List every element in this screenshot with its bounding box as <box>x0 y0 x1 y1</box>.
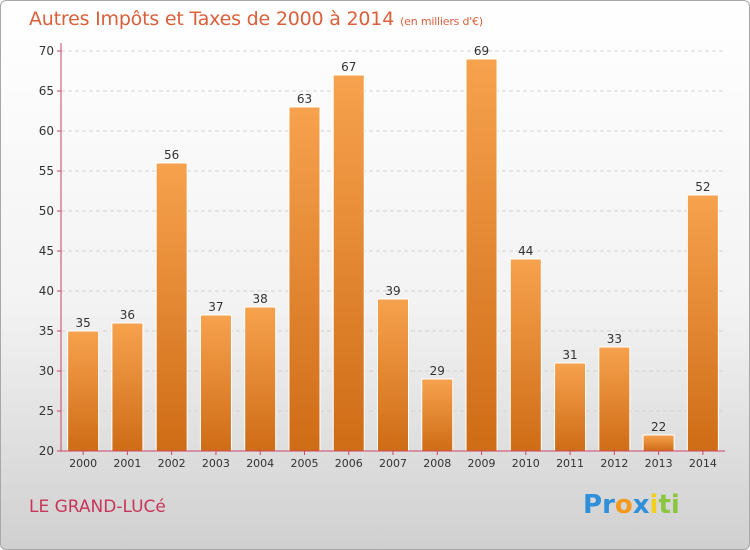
logo-letter: r <box>602 490 615 520</box>
y-tick-label: 65 <box>39 84 54 98</box>
logo-letter: x <box>632 490 650 520</box>
x-tick-label: 2014 <box>689 457 717 470</box>
y-tick-label: 55 <box>39 164 54 178</box>
logo-letter: i <box>670 490 680 520</box>
bar <box>155 162 188 452</box>
bar <box>111 322 144 452</box>
bar <box>67 330 100 452</box>
bar <box>642 434 675 452</box>
x-tick-label: 2008 <box>423 457 451 470</box>
bar-value-label: 39 <box>385 284 400 298</box>
bar-value-label: 36 <box>120 308 135 322</box>
bars <box>67 58 719 452</box>
y-tick-label: 20 <box>39 444 54 458</box>
x-tick-label: 2003 <box>202 457 230 470</box>
bar-value-label: 67 <box>341 60 356 74</box>
x-tick-label: 2004 <box>246 457 274 470</box>
bar-value-label: 29 <box>430 364 445 378</box>
bar-value-label: 31 <box>562 348 577 362</box>
bar-value-label: 33 <box>607 332 622 346</box>
proxiti-logo: Proxiti <box>583 490 680 520</box>
bar-value-label: 44 <box>518 244 533 258</box>
bar <box>554 362 587 452</box>
bar-value-label: 63 <box>297 92 312 106</box>
bar <box>421 378 454 452</box>
bar <box>377 298 409 452</box>
x-tick-label: 2007 <box>379 457 407 470</box>
chart-title: Autres Impôts et Taxes de 2000 à 2014 (en… <box>29 8 483 30</box>
y-tick-label: 25 <box>39 404 54 418</box>
bar-value-label: 37 <box>208 300 223 314</box>
city-name: LE GRAND-LUCé <box>29 497 166 517</box>
chart-title-text: Autres Impôts et Taxes de 2000 à 2014 <box>29 8 395 30</box>
bar <box>244 306 277 452</box>
bar <box>598 346 631 452</box>
y-tick-label: 60 <box>39 124 54 138</box>
logo-letter: t <box>658 490 671 520</box>
labels: 20 25 30 35 40 45 50 55 60 65 70 35 2000 36 2001 56 2002… <box>39 44 717 470</box>
x-tick-label: 2006 <box>335 457 363 470</box>
logo-letter: P <box>583 490 603 520</box>
logo-letter: o <box>614 490 633 520</box>
bar <box>332 74 365 452</box>
bar <box>465 58 498 452</box>
bar-value-label: 52 <box>695 180 710 194</box>
y-tick-label: 50 <box>39 204 54 218</box>
y-tick-label: 30 <box>39 364 54 378</box>
logo-letter: i <box>649 490 659 520</box>
chart-subtitle: (en milliers d'€) <box>400 15 483 28</box>
y-tick-label: 40 <box>39 284 54 298</box>
bar-value-label: 69 <box>474 44 489 58</box>
x-tick-label: 2002 <box>158 457 186 470</box>
x-tick-label: 2010 <box>512 457 540 470</box>
x-tick-label: 2005 <box>290 457 318 470</box>
bar-value-label: 56 <box>164 148 179 162</box>
y-tick-label: 70 <box>39 44 54 58</box>
x-tick-label: 2011 <box>556 457 584 470</box>
bar-value-label: 35 <box>75 316 90 330</box>
y-tick-label: 35 <box>39 324 54 338</box>
bar-value-label: 22 <box>651 420 666 434</box>
x-tick-label: 2000 <box>69 457 97 470</box>
axes <box>57 43 725 455</box>
x-tick-label: 2009 <box>468 457 496 470</box>
bar-value-label: 38 <box>253 292 268 306</box>
bar <box>509 258 542 452</box>
bar <box>288 106 321 452</box>
x-tick-label: 2001 <box>113 457 141 470</box>
bar <box>686 194 719 452</box>
y-tick-label: 45 <box>39 244 54 258</box>
x-tick-label: 2012 <box>600 457 628 470</box>
bar <box>199 314 232 452</box>
x-tick-label: 2013 <box>645 457 673 470</box>
